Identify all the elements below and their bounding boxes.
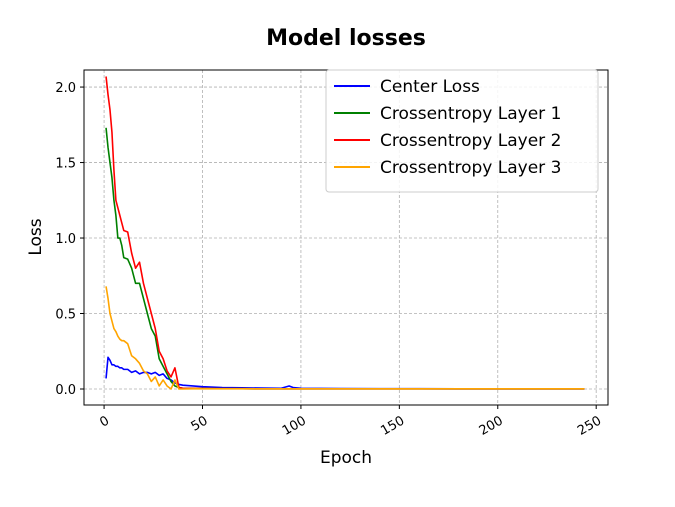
- x-tick-label: 50: [189, 413, 211, 434]
- legend-label: Crossentropy Layer 2: [380, 131, 561, 151]
- x-tick-label: 250: [575, 413, 604, 438]
- legend: Center Loss Crossentropy Layer 1 Crossentr…: [325, 69, 599, 193]
- x-tick-label: 100: [280, 413, 309, 438]
- legend-label: Center Loss: [380, 77, 480, 97]
- x-axis-label: Epoch: [320, 448, 372, 468]
- x-tick-label: 200: [477, 413, 506, 438]
- y-tick-label: 2.0: [55, 81, 76, 96]
- legend-label: Crossentropy Layer 1: [380, 104, 561, 124]
- y-tick-label: 1.5: [55, 157, 76, 172]
- legend-label: Crossentropy Layer 3: [380, 158, 561, 178]
- x-tick-label: 150: [378, 413, 407, 438]
- chart-title: Model losses: [266, 26, 426, 51]
- x-tick-label: 0: [97, 413, 112, 430]
- y-tick-label: 0.0: [55, 383, 76, 398]
- series-line: [105, 286, 585, 390]
- y-axis-label: Loss: [26, 218, 46, 255]
- y-tick-label: 1.0: [55, 232, 76, 247]
- legend-box: [325, 69, 599, 193]
- y-tick-label: 0.5: [55, 308, 76, 323]
